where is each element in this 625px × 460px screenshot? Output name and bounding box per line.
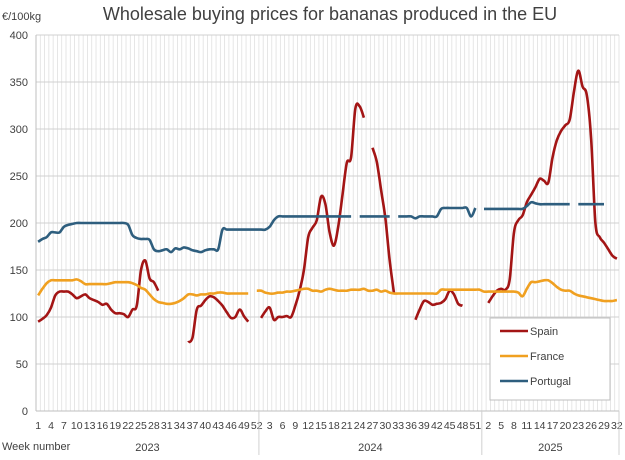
x-tick-label: 14 xyxy=(534,420,546,432)
x-tick-label: 3 xyxy=(267,420,273,432)
x-tick-label: 48 xyxy=(457,420,469,432)
series-line-portugal xyxy=(398,206,477,220)
series-line-portugal xyxy=(37,214,352,254)
series-line-spain xyxy=(487,69,618,304)
x-tick-label: 25 xyxy=(135,420,147,432)
y-tick-label: 250 xyxy=(10,171,28,183)
x-tick-label: 28 xyxy=(148,420,160,432)
x-tick-label: 11 xyxy=(521,420,532,432)
x-tick-label: 40 xyxy=(199,420,211,432)
series-line-spain xyxy=(371,147,396,293)
x-tick-label: 2 xyxy=(485,420,491,432)
x-tick-label: 43 xyxy=(212,420,224,432)
x-tick-label: 22 xyxy=(122,420,134,432)
x-tick-label: 52 xyxy=(251,420,263,432)
x-tick-label: 51 xyxy=(470,420,482,432)
x-tick-label: 7 xyxy=(61,420,67,432)
series-line-spain xyxy=(414,289,464,321)
y-tick-label: 0 xyxy=(22,406,28,418)
series-line-spain xyxy=(259,102,366,322)
x-tick-label: 4 xyxy=(48,420,54,432)
series-lines xyxy=(37,69,618,344)
x-tick-label: 18 xyxy=(328,420,340,432)
x-tick-label: 46 xyxy=(225,420,237,432)
x-tick-label: 33 xyxy=(392,420,404,432)
x-tick-label: 24 xyxy=(354,420,366,432)
series-line-portugal xyxy=(484,200,570,211)
x-tick-label: 17 xyxy=(547,420,559,432)
series-line-spain xyxy=(187,294,250,344)
legend: Spain France Portugal xyxy=(489,317,611,401)
x-tick-label: 39 xyxy=(418,420,430,432)
series-line-france xyxy=(256,278,618,303)
series-line-france xyxy=(37,278,249,306)
x-tick-label: 10 xyxy=(71,420,83,432)
year-label: 2023 xyxy=(135,442,159,454)
x-tick-label: 36 xyxy=(405,420,417,432)
y-tick-label: 50 xyxy=(16,359,28,371)
x-tick-label: 8 xyxy=(511,420,517,432)
y-tick-label: 200 xyxy=(10,218,28,230)
x-tick-label: 34 xyxy=(174,420,186,432)
y-axis-label: €/100kg xyxy=(2,11,41,23)
x-tick-label: 19 xyxy=(109,420,121,432)
chart-title: Wholesale buying prices for bananas prod… xyxy=(103,4,557,24)
x-tick-label: 27 xyxy=(367,420,379,432)
x-tick-label: 15 xyxy=(315,420,327,432)
x-tick-label: 30 xyxy=(380,420,392,432)
x-tick-label: 16 xyxy=(97,420,109,432)
y-tick-label: 150 xyxy=(10,265,28,277)
x-tick-label: 31 xyxy=(161,420,173,432)
year-label: 2025 xyxy=(538,442,562,454)
x-tick-label: 26 xyxy=(585,420,597,432)
legend-label-france: France xyxy=(530,351,564,363)
y-tick-label: 400 xyxy=(10,30,28,42)
series-line-spain xyxy=(37,258,160,323)
x-axis-label: Week number xyxy=(2,441,71,453)
x-tick-label: 49 xyxy=(238,420,250,432)
x-tick-label: 42 xyxy=(431,420,443,432)
x-tick-label: 9 xyxy=(292,420,298,432)
legend-label-portugal: Portugal xyxy=(530,376,571,388)
x-tick-label: 20 xyxy=(560,420,572,432)
x-tick-label: 13 xyxy=(84,420,96,432)
x-tick-label: 32 xyxy=(611,420,623,432)
x-tick-label: 5 xyxy=(498,420,504,432)
y-tick-label: 300 xyxy=(10,124,28,136)
legend-label-spain: Spain xyxy=(530,326,558,338)
x-tick-label: 29 xyxy=(598,420,610,432)
year-label: 2024 xyxy=(358,442,382,454)
x-tick-label: 1 xyxy=(35,420,41,432)
y-tick-label: 350 xyxy=(10,77,28,89)
x-tick-label: 21 xyxy=(341,420,353,432)
x-tick-label: 45 xyxy=(444,420,456,432)
x-tick-label: 37 xyxy=(187,420,199,432)
x-tick-label: 23 xyxy=(572,420,584,432)
y-tick-labels: 0 50 100 150 200 250 300 350 400 xyxy=(10,30,28,418)
y-tick-label: 100 xyxy=(10,312,28,324)
x-tick-label: 12 xyxy=(302,420,314,432)
x-tick-label: 6 xyxy=(280,420,286,432)
